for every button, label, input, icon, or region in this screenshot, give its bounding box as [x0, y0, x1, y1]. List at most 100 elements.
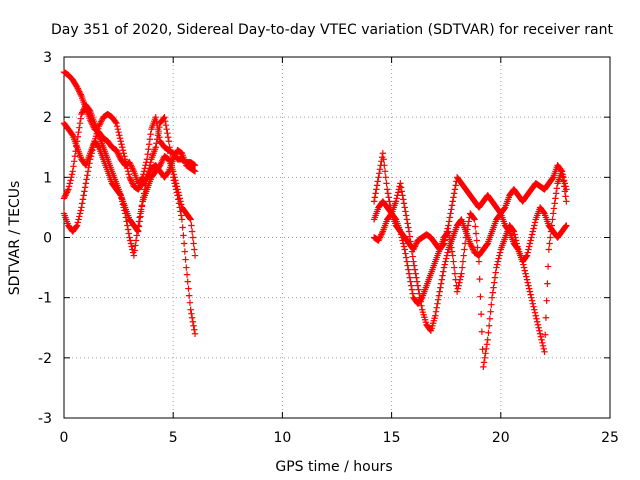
data-point: [525, 285, 533, 292]
data-point: [405, 266, 412, 273]
data-point: [444, 229, 451, 236]
data-point: [437, 280, 445, 287]
data-point: [529, 300, 537, 307]
data-point: [127, 177, 135, 184]
data-point: [378, 231, 385, 238]
y-tick-label: 2: [43, 110, 52, 126]
data-point: [545, 246, 553, 253]
data-point: [125, 171, 132, 178]
data-point: [131, 247, 138, 254]
data-point: [410, 262, 418, 269]
data-point: [445, 222, 452, 229]
data-point: [170, 171, 178, 178]
data-point: [542, 331, 549, 338]
data-point: [76, 89, 84, 97]
data-point: [486, 315, 494, 322]
data-point: [164, 169, 172, 176]
data-point: [154, 132, 162, 139]
data-point: [62, 190, 70, 198]
data-point: [145, 146, 152, 153]
data-point: [155, 128, 162, 135]
data-point: [563, 198, 570, 205]
data-point: [408, 248, 416, 255]
series-trace-f: [370, 168, 570, 356]
x-tick-label: 15: [383, 430, 401, 446]
series-trace-g: [370, 204, 570, 371]
data-point: [370, 198, 378, 205]
data-point: [66, 180, 74, 187]
data-point: [527, 237, 534, 244]
data-point: [527, 291, 534, 298]
data-point: [119, 198, 126, 205]
data-point: [408, 286, 416, 293]
data-point: [529, 228, 537, 235]
data-point: [68, 174, 75, 181]
data-point: [492, 269, 499, 276]
data-point: [84, 168, 92, 175]
data-point: [386, 198, 393, 205]
data-point: [510, 228, 518, 235]
data-point: [397, 180, 404, 187]
data-point: [372, 190, 379, 197]
data-point: [546, 240, 553, 247]
data-point: [76, 213, 83, 220]
data-point: [448, 248, 456, 255]
data-point: [472, 223, 479, 230]
data-point: [124, 222, 131, 229]
data-point: [493, 264, 500, 271]
data-point: [526, 288, 534, 295]
x-tick-label: 10: [273, 430, 291, 446]
data-point: [531, 222, 538, 229]
data-point: [402, 212, 410, 219]
data-point: [190, 240, 197, 247]
data-point: [188, 222, 195, 229]
data-point: [97, 118, 105, 125]
data-point: [538, 336, 545, 343]
data-point: [460, 252, 467, 259]
data-point: [73, 222, 81, 229]
data-point: [135, 222, 142, 229]
data-point: [81, 188, 88, 195]
data-point: [392, 198, 400, 205]
data-point: [468, 243, 475, 250]
data-point: [528, 234, 535, 241]
data-point: [383, 180, 390, 187]
data-point: [488, 301, 495, 308]
data-point: [520, 264, 528, 271]
data-point: [178, 212, 185, 219]
data-point: [472, 230, 480, 237]
data-point: [541, 348, 548, 356]
data-point: [559, 171, 566, 178]
data-point: [451, 264, 458, 271]
data-point: [511, 231, 518, 238]
data-point: [164, 134, 172, 141]
data-point: [88, 150, 95, 157]
data-point: [523, 273, 530, 280]
data-point: [405, 224, 412, 231]
data-point: [426, 326, 434, 333]
data-point: [113, 147, 120, 154]
data-point: [373, 182, 381, 189]
data-point: [83, 176, 90, 183]
data-point: [458, 270, 465, 277]
data-point: [544, 263, 552, 270]
data-point: [446, 236, 454, 243]
data-point: [153, 136, 161, 143]
x-tick-label: 25: [601, 430, 619, 446]
data-point: [439, 272, 446, 279]
data-point: [135, 218, 143, 225]
data-point: [418, 295, 425, 302]
data-point: [475, 251, 482, 258]
data-point: [74, 219, 82, 226]
data-point: [75, 129, 82, 136]
data-point: [441, 261, 448, 268]
data-point: [496, 252, 503, 259]
data-point: [77, 91, 84, 98]
data-point: [528, 294, 535, 301]
data-point: [445, 228, 452, 235]
data-point: [122, 214, 130, 221]
data-point: [525, 246, 532, 253]
data-point: [450, 258, 457, 265]
data-point: [64, 187, 71, 195]
data-point: [175, 192, 183, 199]
